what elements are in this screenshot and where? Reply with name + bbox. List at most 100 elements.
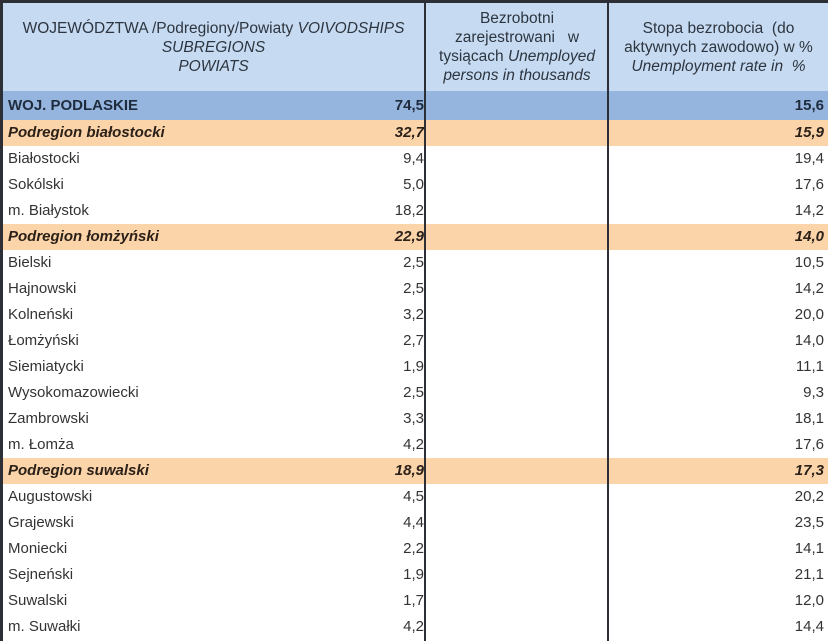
unemployment-rate: 15,6: [794, 97, 824, 114]
region-name: Podregion białostocki: [8, 124, 165, 141]
region-name: m. Łomża: [8, 436, 74, 453]
header-region-column: WOJEWÓDZTWA /Podregiony/Powiaty VOIVODSH…: [3, 3, 424, 91]
unemployment-rate: 23,5: [794, 514, 824, 531]
unemployment-rate: 10,5: [794, 254, 824, 271]
unemployed-thousands: 1,9: [403, 358, 424, 375]
subregion-row: Podregion łomżyński 22,9 14,0: [3, 224, 828, 250]
unemployed-thousands: 5,0: [403, 176, 424, 193]
region-name: Bielski: [8, 254, 52, 271]
region-name: Grajewski: [8, 514, 74, 531]
header-unemployed-line3-en: Unemployed: [507, 48, 595, 65]
table-row: m. Białystok 18,2 14,2: [3, 198, 828, 224]
unemployed-thousands: 74,5: [394, 97, 424, 114]
unemployed-thousands: 2,2: [403, 540, 424, 557]
unemployment-rate: 19,4: [794, 150, 824, 167]
table-row: m. Suwałki 4,2 14,4: [3, 614, 828, 640]
unemployed-thousands: 22,9: [394, 228, 424, 245]
column-divider-2: [607, 0, 609, 641]
region-name: Moniecki: [8, 540, 68, 557]
unemployment-rate: 17,6: [794, 436, 824, 453]
region-name: Wysokomazowiecki: [8, 384, 139, 401]
table-row: Wysokomazowiecki 2,5 9,3: [3, 380, 828, 406]
unemployment-rate: 18,1: [794, 410, 824, 427]
unemployment-rate: 14,0: [794, 228, 824, 245]
region-name: Sejneński: [8, 566, 74, 583]
unemployment-rate: 15,9: [794, 124, 824, 141]
table-row: Hajnowski 2,5 14,2: [3, 276, 828, 302]
unemployment-rate: 14,0: [794, 332, 824, 349]
unemployed-thousands: 18,9: [394, 462, 424, 479]
table-row: Grajewski 4,4 23,5: [3, 510, 828, 536]
unemployed-thousands: 4,2: [403, 436, 424, 453]
voivodship-total-row: WOJ. PODLASKIE 74,5 15,6: [3, 91, 828, 120]
header-rate-column: Stopa bezrobocia (do aktywnych zawodowo)…: [609, 3, 828, 91]
unemployed-thousands: 4,2: [403, 618, 424, 635]
region-name: Augustowski: [8, 488, 93, 505]
table-row: m. Łomża 4,2 17,6: [3, 432, 828, 458]
column-divider-1: [424, 0, 426, 641]
header-unemployed-line1: Bezrobotni: [479, 10, 555, 27]
region-name: Suwalski: [8, 592, 68, 609]
header-unemployed-line4: persons in thousands: [443, 67, 591, 84]
table-row: Łomżyński 2,7 14,0: [3, 328, 828, 354]
region-name: m. Białystok: [8, 202, 89, 219]
table-row: Suwalski 1,7 12,0: [3, 588, 828, 614]
unemployed-thousands: 4,5: [403, 488, 424, 505]
region-name: WOJ. PODLASKIE: [8, 97, 139, 114]
header-unemployed-line3-pl: tysiącach: [439, 48, 504, 65]
region-name: Kolneński: [8, 306, 74, 323]
unemployed-thousands: 3,2: [403, 306, 424, 323]
header-subregions: SUBREGIONS: [161, 38, 266, 56]
unemployed-thousands: 2,5: [403, 254, 424, 271]
unemployment-rate: 17,6: [794, 176, 824, 193]
unemployment-rate: 14,2: [794, 280, 824, 297]
unemployed-thousands: 2,5: [403, 384, 424, 401]
region-name: Sokólski: [8, 176, 64, 193]
unemployment-rate: 9,3: [803, 384, 824, 401]
unemployed-thousands: 18,2: [394, 202, 424, 219]
table-row: Kolneński 3,2 20,0: [3, 302, 828, 328]
unemployed-thousands: 1,7: [403, 592, 424, 609]
region-name: Zambrowski: [8, 410, 89, 427]
region-name: Białostocki: [8, 150, 80, 167]
unemployment-rate: 14,4: [794, 618, 824, 635]
region-name: Podregion łomżyński: [8, 228, 159, 245]
region-name: m. Suwałki: [8, 618, 81, 635]
unemployed-thousands: 3,3: [403, 410, 424, 427]
unemployment-rate: 14,2: [794, 202, 824, 219]
header-region-en: VOIVODSHIPS: [297, 19, 405, 37]
header-rate-line3: Unemployment rate in %: [631, 57, 806, 75]
unemployment-rate: 11,1: [795, 358, 824, 375]
unemployed-thousands: 9,4: [403, 150, 424, 167]
unemployed-thousands: 2,5: [403, 280, 424, 297]
header-powiats: POWIATS: [178, 57, 249, 75]
header-rate-line2: aktywnych zawodowo) w %: [624, 38, 813, 56]
unemployed-thousands: 2,7: [403, 332, 424, 349]
table-row: Augustowski 4,5 20,2: [3, 484, 828, 510]
table-row: Sejneński 1,9 21,1: [3, 562, 828, 588]
header-unemployed-column: Bezrobotni zarejestrowani w tysiącach Un…: [426, 3, 608, 91]
subregion-row: Podregion białostocki 32,7 15,9: [3, 120, 828, 146]
table-row: Siemiatycki 1,9 11,1: [3, 354, 828, 380]
unemployment-rate: 17,3: [794, 462, 824, 479]
unemployed-thousands: 4,4: [403, 514, 424, 531]
table-row: Zambrowski 3,3 18,1: [3, 406, 828, 432]
header-rate-line1: Stopa bezrobocia (do: [642, 19, 795, 37]
table-row: Sokólski 5,0 17,6: [3, 172, 828, 198]
subregion-row: Podregion suwalski 18,9 17,3: [3, 458, 828, 484]
unemployment-rate: 14,1: [794, 540, 824, 557]
table-row: Białostocki 9,4 19,4: [3, 146, 828, 172]
unemployment-rate: 21,1: [794, 566, 824, 583]
unemployed-thousands: 1,9: [403, 566, 424, 583]
region-name: Hajnowski: [8, 280, 77, 297]
header-region-pl: WOJEWÓDZTWA /Podregiony/Powiaty: [22, 19, 294, 37]
unemployment-rate: 12,0: [794, 592, 824, 609]
unemployed-thousands: 32,7: [394, 124, 424, 141]
unemployment-rate: 20,2: [794, 488, 824, 505]
table-header: WOJEWÓDZTWA /Podregiony/Powiaty VOIVODSH…: [3, 3, 828, 91]
region-name: Podregion suwalski: [8, 462, 149, 479]
table-row: Moniecki 2,2 14,1: [3, 536, 828, 562]
region-name: Łomżyński: [8, 332, 79, 349]
header-unemployed-line2: zarejestrowani w: [454, 29, 580, 46]
